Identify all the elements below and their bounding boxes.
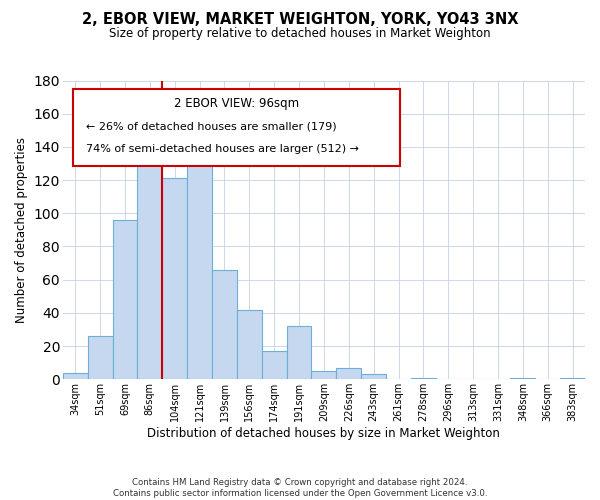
Bar [237, 310, 262, 380]
Text: ← 26% of detached houses are smaller (179): ← 26% of detached houses are smaller (17… [86, 121, 337, 131]
Bar [113, 220, 137, 380]
Text: 2 EBOR VIEW: 96sqm: 2 EBOR VIEW: 96sqm [174, 96, 299, 110]
Bar [560, 378, 585, 380]
FancyBboxPatch shape [73, 90, 400, 166]
Bar [137, 165, 162, 380]
Bar [63, 372, 88, 380]
Text: 74% of semi-detached houses are larger (512) →: 74% of semi-detached houses are larger (… [86, 144, 359, 154]
Text: Size of property relative to detached houses in Market Weighton: Size of property relative to detached ho… [109, 28, 491, 40]
Text: 2, EBOR VIEW, MARKET WEIGHTON, YORK, YO43 3NX: 2, EBOR VIEW, MARKET WEIGHTON, YORK, YO4… [82, 12, 518, 28]
Bar [187, 128, 212, 380]
Bar [88, 336, 113, 380]
Bar [411, 378, 436, 380]
Bar [212, 270, 237, 380]
Bar [511, 378, 535, 380]
Bar [287, 326, 311, 380]
Bar [262, 351, 287, 380]
Bar [311, 371, 337, 380]
Text: Contains HM Land Registry data © Crown copyright and database right 2024.
Contai: Contains HM Land Registry data © Crown c… [113, 478, 487, 498]
Bar [361, 374, 386, 380]
Y-axis label: Number of detached properties: Number of detached properties [15, 137, 28, 323]
Bar [162, 178, 187, 380]
X-axis label: Distribution of detached houses by size in Market Weighton: Distribution of detached houses by size … [148, 427, 500, 440]
Bar [337, 368, 361, 380]
